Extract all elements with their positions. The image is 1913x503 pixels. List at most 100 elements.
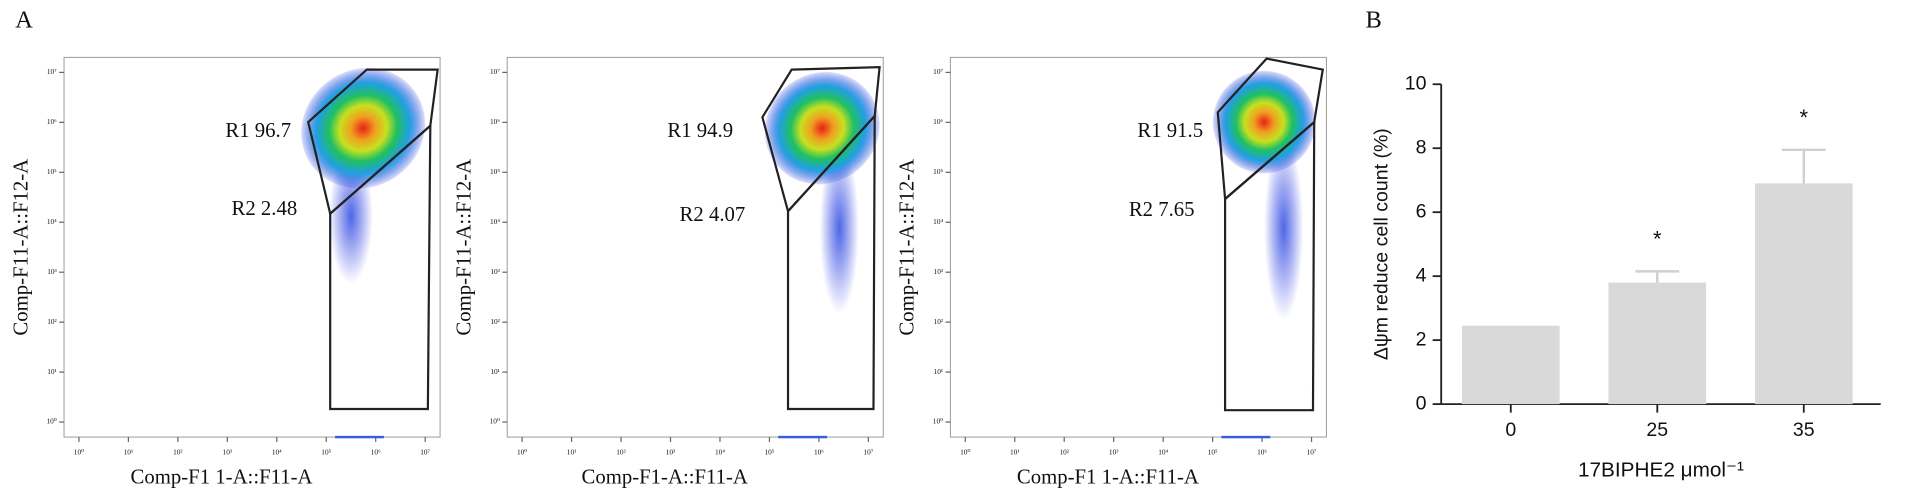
gate-label: R1 96.7	[225, 120, 291, 142]
gate-name: R2	[1129, 199, 1153, 221]
gate	[1216, 57, 1325, 202]
x-tick-label: 10⁵	[1208, 448, 1218, 457]
panel-label: A	[15, 7, 33, 34]
y-tick-label: 10⁵	[47, 167, 57, 176]
gate-label: R1 91.5	[1137, 120, 1203, 142]
y-tick-label: 10³	[490, 267, 500, 276]
plot-frame	[506, 56, 884, 438]
x-tick-label: 10¹	[1010, 448, 1020, 457]
y-tick-label: 10³	[47, 267, 57, 276]
gate-percent: 2.48	[261, 198, 297, 220]
plot-frame	[949, 56, 1327, 438]
density-cloud	[764, 72, 880, 185]
y-tick-label: 2	[1416, 328, 1427, 350]
gate	[1223, 119, 1316, 412]
gate-percent: 96.7	[255, 120, 291, 142]
panel-label: B	[1365, 7, 1381, 34]
gate-percent: 4.07	[709, 204, 745, 226]
gate-name: R1	[1137, 120, 1161, 142]
y-tick-label: 10⁵	[490, 167, 500, 176]
y-tick-label: 10	[1405, 72, 1427, 94]
bar	[1608, 282, 1707, 405]
y-tick-label: 10⁵	[933, 167, 943, 176]
y-tick-label: 4	[1416, 264, 1427, 286]
y-tick-label: 10⁶	[490, 117, 500, 126]
axis-events	[778, 435, 828, 439]
y-tick-label: 10²	[47, 317, 57, 326]
gate-name: R1	[667, 120, 691, 142]
x-axis-label: 17BIPHE2 μmol⁻¹	[1578, 459, 1744, 482]
gate-percent: 94.9	[697, 120, 733, 142]
gate	[786, 113, 876, 411]
gate-name: R2	[232, 198, 256, 220]
y-axis-label: Comp-F11-A::F12-A	[897, 159, 919, 336]
x-tick-label: 10¹	[124, 448, 134, 457]
y-tick-label: 10³	[934, 267, 944, 276]
x-tick-label: 10⁶	[1257, 448, 1267, 457]
x-tick-label: 10⁰	[517, 448, 527, 457]
x-tick-label: 10³	[1109, 448, 1119, 457]
x-tick-label: 10⁰	[960, 448, 970, 457]
gate	[306, 68, 439, 216]
y-tick-label: 10⁷	[933, 67, 943, 76]
x-tick-label: 10²	[173, 448, 183, 457]
x-tick-label: 10⁷	[1307, 448, 1317, 457]
x-tick-label: 10³	[223, 448, 233, 457]
y-axis-label: Δψm reduce cell count (%)	[1371, 128, 1393, 360]
x-tick-label: 10⁷	[420, 448, 430, 457]
x-axis-label: Comp-F1 1-A::F11-A	[1017, 466, 1199, 488]
axis-events	[335, 435, 384, 439]
x-tick-label: 0	[1505, 419, 1516, 441]
y-tick-label: 10⁰	[46, 417, 56, 426]
y-tick-label: 6	[1416, 200, 1427, 222]
density-tail	[819, 142, 859, 314]
x-tick-label: 10⁴	[272, 448, 282, 457]
bar	[1754, 183, 1853, 405]
gate-label: R2 4.07	[680, 204, 746, 226]
x-tick-label: 10⁷	[863, 448, 873, 457]
y-tick-label: 0	[1416, 392, 1427, 414]
x-tick-label: 10⁶	[814, 448, 824, 457]
x-tick-label: 10³	[666, 448, 676, 457]
y-tick-label: 10⁴	[933, 217, 943, 226]
x-tick-label: 10¹	[567, 448, 577, 457]
y-axis-label: Comp-F11-A::F12-A	[10, 159, 32, 336]
y-tick-label: 10⁷	[490, 67, 500, 76]
gate	[761, 66, 881, 214]
y-tick-label: 10¹	[47, 367, 57, 376]
y-tick-label: 8	[1416, 136, 1427, 158]
significance-mark: *	[1653, 227, 1662, 252]
gate-label: R2 7.65	[1129, 199, 1195, 221]
density-tail	[1264, 136, 1304, 320]
y-tick-label: 10⁰	[490, 417, 500, 426]
axis-events	[1221, 435, 1271, 439]
y-tick-label: 10²	[490, 317, 500, 326]
y-tick-label: 10⁴	[47, 217, 57, 226]
density-cloud	[1212, 70, 1316, 174]
x-tick-label: 25	[1646, 419, 1668, 441]
y-tick-label: 10⁶	[933, 117, 943, 126]
gate-label: R1 94.9	[667, 120, 733, 142]
x-tick-label: 10⁶	[371, 448, 381, 457]
x-tick-label: 10⁵	[764, 448, 774, 457]
x-tick-label: 10²	[616, 448, 626, 457]
plot-frame	[63, 56, 441, 438]
x-tick-label: 10⁴	[1158, 448, 1168, 457]
gate-name: R1	[225, 120, 249, 142]
gate-percent: 7.65	[1158, 199, 1194, 221]
gate-percent: 91.5	[1167, 120, 1203, 142]
y-tick-label: 10¹	[934, 367, 944, 376]
x-axis-label: Comp-F1-A::F11-A	[582, 466, 748, 488]
x-tick-label: 10⁵	[321, 448, 331, 457]
y-tick-label: 10⁴	[490, 217, 500, 226]
bar	[1461, 325, 1560, 405]
x-tick-label: 35	[1793, 419, 1815, 441]
gate	[329, 123, 432, 411]
gate-label: R2 2.48	[232, 198, 298, 220]
x-tick-label: 10²	[1059, 448, 1069, 457]
y-tick-label: 10⁰	[933, 417, 943, 426]
y-axis-label: Comp-F11-A::F12-A	[453, 159, 475, 336]
x-tick-label: 10⁰	[74, 448, 84, 457]
